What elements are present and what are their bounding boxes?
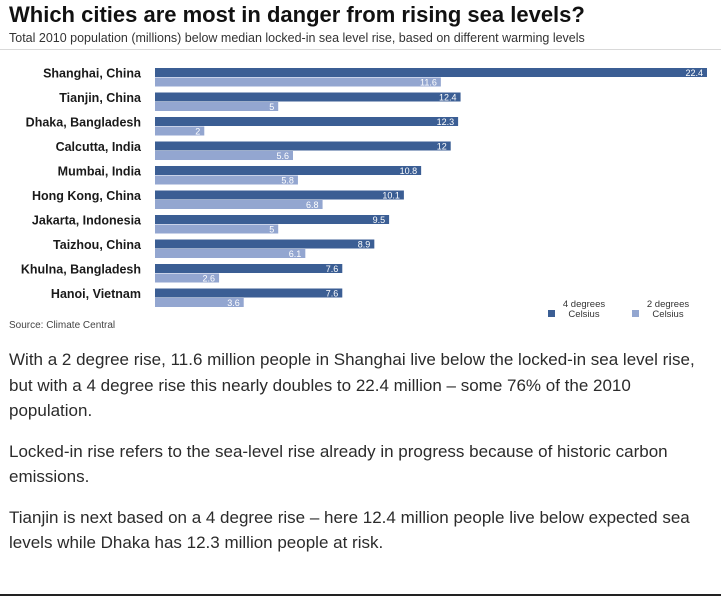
legend-label-4-degrees: 4 degrees Celsius bbox=[562, 299, 606, 320]
article-paragraph: With a 2 degree rise, 11.6 million peopl… bbox=[9, 350, 695, 420]
bar-label-2-degrees: 11.6 bbox=[420, 77, 437, 87]
bar-label-4-degrees: 10.1 bbox=[382, 190, 400, 200]
bar-2-degrees bbox=[155, 200, 323, 209]
article-paragraph: Locked-in rise refers to the sea-level r… bbox=[9, 441, 668, 487]
bar-2-degrees bbox=[155, 102, 279, 111]
bar-label-2-degrees: 3.6 bbox=[227, 298, 240, 308]
bar-2-degrees bbox=[155, 77, 441, 87]
category-label: Jakarta, Indonesia bbox=[32, 214, 142, 228]
bar-label-4-degrees: 10.8 bbox=[400, 166, 418, 176]
bar-2-degrees bbox=[155, 249, 306, 258]
category-label: Shanghai, China bbox=[43, 67, 142, 81]
chart-title: Which cities are most in danger from ris… bbox=[9, 2, 585, 27]
legend-swatch-4-degrees bbox=[548, 310, 555, 317]
bar-4-degrees bbox=[155, 215, 390, 224]
bar-2-degrees bbox=[155, 151, 293, 160]
bar-4-degrees bbox=[155, 239, 375, 249]
bar-4-degrees bbox=[155, 190, 404, 200]
category-label: Taizhou, China bbox=[53, 238, 142, 252]
category-label: Dhaka, Bangladesh bbox=[26, 116, 141, 130]
bar-label-4-degrees: 12.4 bbox=[439, 92, 457, 102]
bar-label-2-degrees: 5.8 bbox=[281, 175, 294, 185]
chart-legend: 4 degrees Celsius 2 degrees Celsius bbox=[548, 300, 718, 330]
bar-label-2-degrees: 6.8 bbox=[306, 200, 319, 210]
bar-label-2-degrees: 6.1 bbox=[289, 249, 302, 259]
bar-4-degrees bbox=[155, 264, 343, 273]
bar-chart: Shanghai, China 22.4 11.6 Tianjin, China 12.… bbox=[0, 56, 721, 346]
bar-label-2-degrees: 5 bbox=[269, 224, 274, 234]
bar-label-4-degrees: 12.3 bbox=[437, 117, 455, 127]
bar-2-degrees bbox=[155, 273, 220, 283]
bar-4-degrees bbox=[155, 288, 343, 298]
bar-4-degrees bbox=[155, 92, 461, 102]
chart-subtitle: Total 2010 population (millions) below m… bbox=[9, 31, 585, 45]
category-label: Hanoi, Vietnam bbox=[51, 287, 141, 301]
bar-label-4-degrees: 9.5 bbox=[373, 215, 386, 225]
category-label: Mumbai, India bbox=[58, 165, 142, 179]
bar-label-4-degrees: 12 bbox=[437, 141, 447, 151]
bar-4-degrees bbox=[155, 117, 459, 126]
legend-swatch-2-degrees bbox=[632, 310, 639, 317]
bar-label-4-degrees: 7.6 bbox=[326, 288, 339, 298]
bar-2-degrees bbox=[155, 175, 298, 185]
chart-source: Source: Climate Central bbox=[9, 320, 116, 331]
legend-label-2-degrees: 2 degrees Celsius bbox=[646, 299, 690, 320]
bar-2-degrees bbox=[155, 298, 244, 307]
bar-2-degrees bbox=[155, 126, 205, 136]
bar-label-2-degrees: 2.6 bbox=[203, 273, 216, 283]
bar-2-degrees bbox=[155, 224, 279, 234]
category-label: Khulna, Bangladesh bbox=[21, 263, 141, 277]
bar-label-4-degrees: 8.9 bbox=[358, 239, 371, 249]
bar-4-degrees bbox=[155, 166, 422, 175]
bar-4-degrees bbox=[155, 141, 451, 151]
bar-label-2-degrees: 5 bbox=[269, 102, 274, 112]
bar-label-4-degrees: 7.6 bbox=[326, 264, 339, 274]
bar-label-4-degrees: 22.4 bbox=[685, 68, 703, 78]
bar-chart-svg: Shanghai, China 22.4 11.6 Tianjin, China 12.… bbox=[21, 67, 707, 308]
category-label: Tianjin, China bbox=[59, 91, 142, 105]
category-label: Calcutta, India bbox=[56, 140, 142, 154]
bar-label-2-degrees: 2 bbox=[195, 126, 200, 136]
bar-label-2-degrees: 5.6 bbox=[276, 151, 289, 161]
title-divider bbox=[0, 49, 721, 50]
article-body: With a 2 degree rise, 11.6 million peopl… bbox=[9, 347, 715, 571]
category-label: Hong Kong, China bbox=[32, 189, 142, 203]
bar-4-degrees bbox=[155, 68, 707, 77]
article-paragraph: Tianjin is next based on a 4 degree rise… bbox=[9, 507, 690, 553]
